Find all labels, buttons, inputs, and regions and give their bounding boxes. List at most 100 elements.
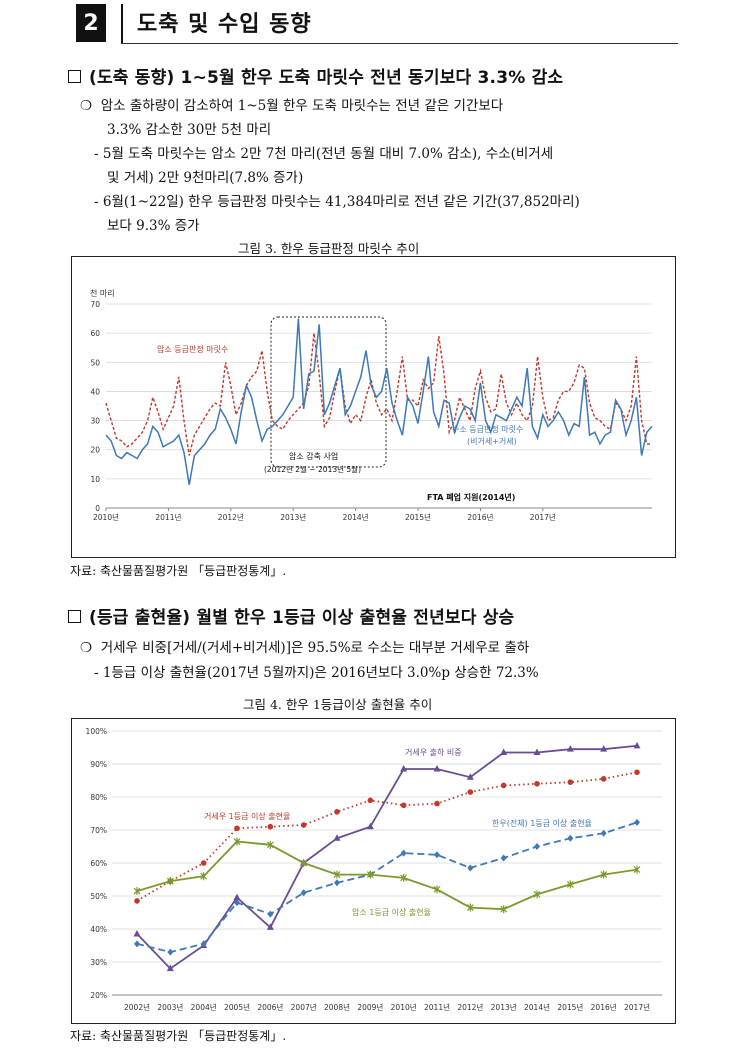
part1-bullet-line2: 3.3% 감소한 30만 5천 마리 <box>107 122 272 138</box>
x-tick-label: 2013년 <box>491 1002 517 1012</box>
point-marker <box>400 873 408 882</box>
series-label: 한우(전체) 1등급 이상 출현율 <box>492 818 592 828</box>
y-tick-label: 80% <box>90 793 107 802</box>
point-marker <box>500 782 507 789</box>
x-tick-label: 2014년 <box>524 1002 550 1012</box>
y-tick-label: 40% <box>90 925 107 934</box>
part1-heading: (도축 동향) 1~5월 한우 도축 마릿수 전년 동기보다 3.3% 감소 <box>68 63 563 88</box>
x-tick-label: 2003년 <box>157 1002 183 1012</box>
point-marker <box>234 899 240 907</box>
circle-bullet-icon: ❍ <box>80 640 93 656</box>
series-line <box>136 840 638 911</box>
point-marker <box>300 859 308 867</box>
x-tick-label: 2006년 <box>257 1002 283 1012</box>
point-marker <box>467 789 474 795</box>
y-tick-label: 70% <box>90 826 107 835</box>
point-marker <box>600 776 607 782</box>
annotation-fta: FTA 폐업 지원(2014년) <box>427 492 515 502</box>
point-marker <box>433 764 441 772</box>
series-line <box>105 318 653 485</box>
section-divider <box>121 4 123 44</box>
series-line <box>136 771 638 902</box>
series-label: 거세우 출하 비중 <box>405 747 462 757</box>
y-tick-label: 10 <box>90 475 100 484</box>
y-tick-label: 30% <box>90 958 107 967</box>
point-marker <box>366 822 374 830</box>
x-tick-label: 2009년 <box>357 1002 383 1012</box>
point-marker <box>267 910 274 918</box>
y-tick-label: 20% <box>90 991 107 1000</box>
point-marker <box>200 940 207 948</box>
x-tick-label: 2016년 <box>591 1002 617 1012</box>
y-unit-label: 천 마리 <box>90 288 115 298</box>
x-tick-label: 2012년 <box>457 1002 483 1012</box>
point-marker <box>200 872 208 881</box>
series-line <box>105 333 652 456</box>
y-tick-label: 100% <box>86 727 107 736</box>
figure4-source: 자료: 축산물품질평가원 「등급판정통계」. <box>70 1029 287 1043</box>
x-tick-label: 2011년 <box>155 512 181 522</box>
part1-dash2-line1: - 6월(1~22일) 한우 등급판정 마릿수는 41,384마리로 전년 같은… <box>94 194 580 210</box>
point-marker <box>334 809 340 815</box>
point-marker <box>634 818 640 826</box>
y-tick-label: 60 <box>90 329 100 338</box>
point-marker <box>534 843 540 850</box>
point-marker <box>333 834 341 841</box>
x-tick-label: 2007년 <box>291 1002 317 1012</box>
x-tick-label: 2005년 <box>224 1002 250 1012</box>
plot-area <box>106 304 652 508</box>
part2-bullet-line1: 거세우 비중[거세/(거세+비거세)]은 95.5%로 수소는 대부분 거세우로… <box>100 640 530 656</box>
x-tick-label: 2008년 <box>324 1002 350 1012</box>
figure3-frame: 0 10 20 30 40 50 60 70 천 마리 2010년 2011년 2012년 2013년 2… <box>71 256 676 558</box>
part1-dash1-line2: 및 거세) 2만 9천마리(7.8% 증가) <box>107 170 304 186</box>
section-underline <box>121 43 678 44</box>
series-label: 거세우 1등급 이상 출현율 <box>204 811 290 821</box>
series-line <box>136 744 638 970</box>
point-marker <box>566 880 574 889</box>
point-marker <box>200 860 207 866</box>
series-label-cow: 암소 등급판정 마릿수 <box>157 344 228 354</box>
x-tick-label: 2002년 <box>124 1002 150 1012</box>
point-marker <box>133 887 141 896</box>
point-marker <box>300 822 307 828</box>
point-marker <box>166 964 174 972</box>
x-tick-label: 2004년 <box>191 1002 217 1012</box>
point-marker <box>600 745 608 752</box>
point-marker <box>467 864 474 872</box>
figure3-source: 자료: 축산물품질평가원 「등급판정통계」. <box>70 564 287 578</box>
x-tick-label: 2010년 <box>93 512 119 522</box>
x-tick-label: 2017년 <box>530 512 556 522</box>
figure3-chart: 0 10 20 30 40 50 60 70 천 마리 2010년 2011년 2012년 2013년 2… <box>90 288 653 522</box>
x-tick-label: 2017년 <box>624 1002 650 1012</box>
point-marker <box>600 829 607 837</box>
point-marker <box>400 849 407 857</box>
point-marker <box>434 851 440 859</box>
point-marker <box>300 889 307 897</box>
series-label: 암소 1등급 이상 출현율 <box>352 907 431 917</box>
x-tick-label: 2016년 <box>467 512 493 522</box>
y-tick-label: 50 <box>90 358 100 367</box>
point-marker <box>433 885 441 894</box>
part2-heading-text: (등급 출현율) 월별 한우 1등급 이상 출현율 전년보다 상승 <box>89 608 515 628</box>
point-marker <box>534 781 540 787</box>
annotation-program: 암소 감축 사업 <box>289 451 338 461</box>
point-marker <box>134 898 140 904</box>
section-title: 도축 및 수입 동향 <box>137 12 312 37</box>
y-tick-label: 0 <box>95 504 100 513</box>
point-marker <box>166 877 174 886</box>
point-marker <box>533 748 541 755</box>
point-marker <box>267 823 274 830</box>
series-label-bull-sub: (비거세+거세) <box>467 437 517 446</box>
x-tick-label: 2013년 <box>280 512 306 522</box>
y-tick-label: 30 <box>90 417 100 426</box>
point-marker <box>367 797 374 804</box>
checkbox-square-icon <box>68 609 81 623</box>
part1-dash1-line1: - 5월 도축 마릿수는 암소 2만 7천 마리(전년 동월 대비 7.0% 감… <box>94 146 554 162</box>
figure3-caption: 그림 3. 한우 등급판정 마릿수 추이 <box>238 241 420 256</box>
figure4-frame: 20% 30% 40% 50% 60% 70% 80% 90% 100% 2002년 2003년 20… <box>71 718 676 1024</box>
point-marker <box>600 870 608 879</box>
part1-heading-text: (도축 동향) 1~5월 한우 도축 마릿수 전년 동기보다 3.3% 감소 <box>89 68 564 88</box>
point-marker <box>634 769 640 776</box>
x-tick-label: 2012년 <box>218 512 244 522</box>
part2-dash1-line1: - 1등급 이상 출현율(2017년 5월까지)은 2016년보다 3.0%p … <box>94 665 539 681</box>
